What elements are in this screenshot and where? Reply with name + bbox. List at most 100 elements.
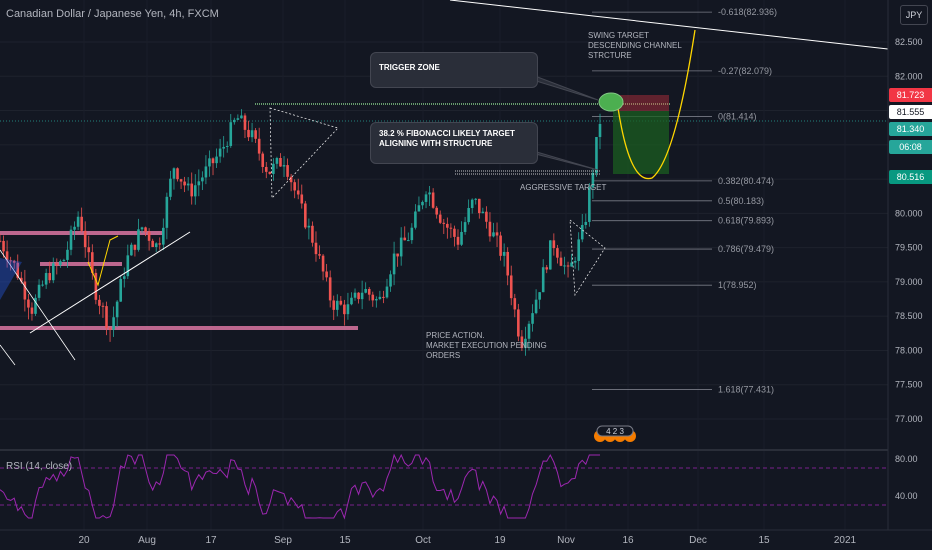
price-action-note: PRICE ACTION. MARKET EXECUTION PENDING O… [426, 331, 547, 361]
earnings-events[interactable]: 4 2 3 [594, 425, 636, 442]
candle-body [477, 198, 481, 214]
candle-body [556, 248, 559, 258]
candle-body [481, 211, 485, 214]
candle-body [385, 286, 389, 298]
candle-body [353, 292, 357, 298]
yellow-projection-small [87, 235, 119, 287]
candle-body [250, 130, 254, 138]
fib-level-label: 0.5(80.183) [718, 196, 764, 206]
candle-body [435, 207, 438, 215]
candle-body [66, 249, 69, 260]
swing-target-note: SWING TARGET DESCENDING CHANNEL STRCTURE [588, 31, 682, 61]
candle-body [5, 251, 9, 261]
candle-body [9, 260, 12, 262]
time-tick-label: Oct [415, 535, 431, 546]
candle-body [410, 227, 414, 241]
blue-pattern [0, 258, 22, 300]
candle-body [573, 260, 577, 263]
candle-body [524, 338, 527, 349]
candle-body [222, 146, 225, 149]
candle-body [225, 145, 229, 147]
time-tick-label: 15 [339, 535, 351, 546]
candlestick-series [0, 109, 602, 356]
rsi-tick-label: 80.00 [895, 454, 918, 464]
candle-body [502, 251, 506, 256]
candle-body [314, 242, 318, 255]
candle-body [282, 165, 286, 167]
time-tick-label: Nov [557, 535, 575, 546]
time-tick-label: 20 [78, 535, 90, 546]
candle-body [34, 297, 37, 314]
candle-body [517, 309, 520, 337]
candle-body [289, 176, 293, 183]
candle-body [126, 255, 130, 277]
candle-body [215, 156, 218, 164]
candle-body [311, 225, 314, 243]
chart-title: Canadian Dollar / Japanese Yen, 4h, FXCM [6, 8, 219, 20]
candle-body [456, 236, 460, 245]
candle-body [417, 205, 421, 212]
candle-body [2, 240, 5, 252]
candle-body [229, 122, 233, 146]
candle-body [133, 244, 137, 250]
candle-body [531, 313, 534, 324]
candle-body [527, 323, 531, 339]
candle-body [208, 158, 211, 167]
candle-body [130, 244, 133, 256]
candle-body [442, 222, 446, 224]
candle-body [218, 148, 222, 157]
candle-body [421, 201, 424, 206]
candle-body [499, 235, 502, 256]
candle-body [186, 183, 190, 186]
candle-body [169, 178, 172, 197]
candle-body [378, 296, 382, 300]
candle-body [541, 267, 545, 293]
candle-body [304, 203, 307, 228]
fib-level-label: 0(81.414) [718, 111, 757, 121]
trigger-zone-callout: TRIGGER ZONE [370, 52, 538, 88]
fibonacci-levels: -0.618(82.936) -0.27(82.079) 0(81.414) 0.38… [592, 7, 777, 394]
candle-body [41, 284, 44, 286]
time-tick-label: Aug [138, 535, 156, 546]
time-tick-label: 16 [622, 535, 634, 546]
candle-body [247, 129, 250, 138]
candle-body [396, 253, 399, 257]
candle-body [0, 240, 2, 242]
candle-body [570, 262, 573, 267]
aggressive-target-note: AGGRESSIVE TARGET [520, 183, 607, 192]
fib-level-label: -0.618(82.936) [718, 7, 777, 17]
support-zone-upper [0, 231, 162, 235]
candle-body [449, 227, 453, 229]
rsi-axis-ticks: 80.00 40.00 [895, 454, 918, 501]
pa-line3: ORDERS [426, 351, 461, 360]
candle-body [108, 327, 112, 330]
candle-body [293, 182, 296, 191]
candle-body [183, 181, 186, 186]
price-tick-label: 79.500 [895, 243, 923, 253]
candle-body [566, 265, 570, 267]
candle-body [382, 296, 385, 298]
candle-body [335, 300, 339, 310]
candle-body [598, 124, 602, 138]
candle-body [446, 223, 449, 228]
candle-body [474, 198, 478, 200]
price-badge-stop: 81.723 [889, 88, 932, 102]
candle-body [534, 299, 538, 314]
candle-body [236, 118, 240, 120]
candle-body [403, 237, 407, 241]
fib-level-label: 1(78.952) [718, 280, 757, 290]
candle-body [424, 194, 428, 202]
small-triangle-pattern [569, 219, 606, 297]
candle-body [414, 211, 417, 228]
candle-body [44, 273, 48, 285]
fib-target-line2: ALIGNING WITH STRUCTURE [379, 139, 493, 148]
currency-unit[interactable]: JPY [900, 5, 928, 25]
candle-body [584, 221, 588, 226]
candle-body [538, 292, 541, 300]
candle-body [158, 243, 162, 245]
candle-body [513, 298, 517, 310]
candle-body [506, 251, 509, 276]
candle-body [364, 288, 367, 293]
candle-body [27, 299, 30, 308]
